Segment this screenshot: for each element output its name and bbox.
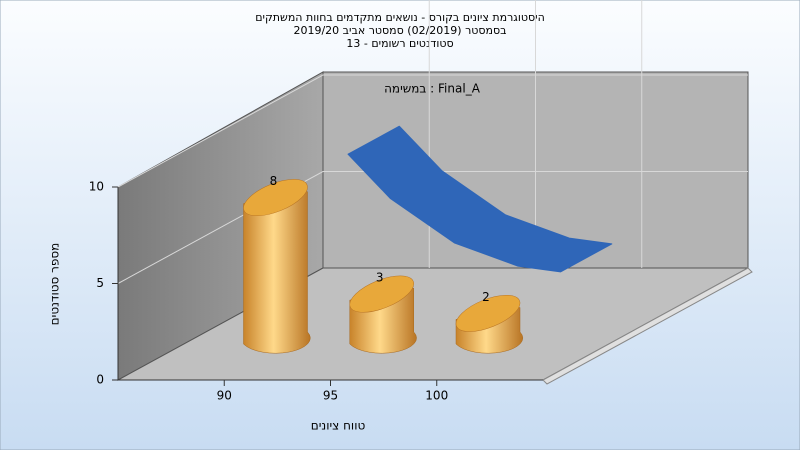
title-line: היסטוגרמת ציונים בקורס - נושאים מתקדמים … [255,11,545,24]
bar-top [455,294,521,332]
floor-edge [542,267,753,385]
y-axis-label: מספר סטודנטים [48,243,62,326]
value-label: 2 [482,290,490,304]
value-label: 8 [270,174,278,188]
x-tick-label: 90 [217,389,232,403]
annotation: Final_A : במשימה [384,82,481,96]
title-line: בסמסטר (02/2019) סמסטר אביב 2019/20 [293,24,506,37]
x-tick-label: 100 [425,389,448,403]
x-axis-label: טווח ציונים [311,419,366,433]
value-label: 3 [376,271,384,285]
bar [243,191,311,354]
y-tick-label: 10 [89,180,104,194]
bar-top [349,275,414,313]
curve-ribbon [347,125,613,273]
grid-line [117,171,748,284]
x-tick-label: 95 [323,389,338,403]
grid-line [117,74,748,188]
title: היסטוגרמת ציונים בקורס - נושאים מתקדמים … [255,11,545,50]
y-tick-label: 5 [96,276,104,290]
y-tick-label: 0 [96,373,104,387]
title-line: סטודנטים רשומים - 13 [346,37,453,50]
bar-top [243,179,308,217]
